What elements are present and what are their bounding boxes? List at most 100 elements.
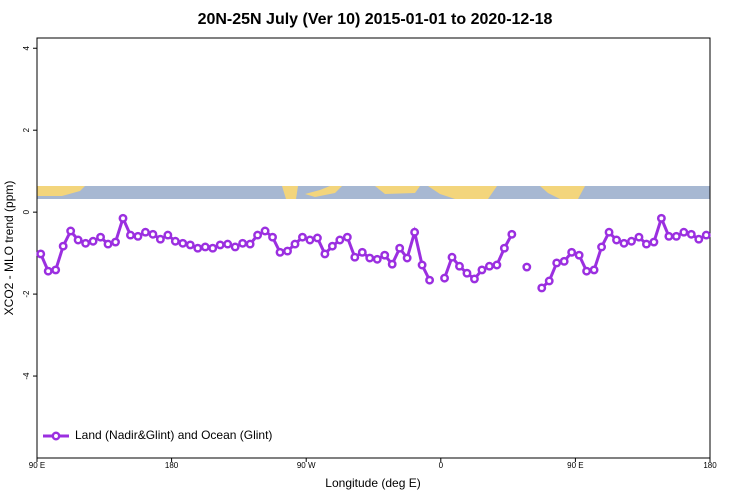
y-tick-label: -4 xyxy=(22,372,31,380)
data-point xyxy=(193,243,203,253)
data-point xyxy=(118,213,128,223)
data-point xyxy=(582,266,592,276)
data-point xyxy=(410,227,420,237)
legend-marker xyxy=(51,431,61,441)
map-strip xyxy=(37,186,710,199)
data-point xyxy=(627,236,636,246)
data-point xyxy=(88,236,98,246)
data-point xyxy=(455,261,464,271)
data-point xyxy=(66,226,76,236)
data-point xyxy=(111,237,120,247)
data-point xyxy=(462,268,472,278)
data-point xyxy=(597,242,607,252)
data-point xyxy=(544,276,554,286)
data-point xyxy=(470,274,479,284)
data-point xyxy=(178,238,188,248)
data-point xyxy=(43,266,53,276)
data-point xyxy=(312,233,322,243)
legend-label: Land (Nadir&Glint) and Ocean (Glint) xyxy=(75,428,272,442)
data-point xyxy=(283,246,292,256)
data-point xyxy=(372,254,382,264)
y-axis-label: XCO2 - MLO trend (ppm) xyxy=(2,181,16,316)
data-point xyxy=(425,275,435,285)
data-point xyxy=(298,232,307,242)
y-tick-label: 4 xyxy=(22,45,31,50)
data-point xyxy=(155,234,165,244)
data-point xyxy=(440,273,449,283)
data-point xyxy=(507,229,517,239)
data-point xyxy=(81,238,91,248)
data-point xyxy=(223,239,233,249)
series-line xyxy=(443,233,514,282)
data-point xyxy=(574,250,584,260)
data-point xyxy=(58,241,68,251)
data-point xyxy=(567,247,577,257)
data-point xyxy=(499,243,509,253)
data-point xyxy=(350,252,360,262)
data-point xyxy=(589,265,599,275)
data-point xyxy=(537,283,547,293)
data-point xyxy=(103,239,113,249)
data-point xyxy=(96,232,106,242)
data-point xyxy=(140,227,150,237)
data-point xyxy=(552,258,562,268)
data-point xyxy=(335,235,345,245)
y-tick-label: 2 xyxy=(22,127,31,132)
data-point xyxy=(51,265,61,275)
data-point xyxy=(163,230,173,240)
data-point xyxy=(200,242,210,252)
y-tick-label: -2 xyxy=(22,290,31,298)
x-tick-label: 90 E xyxy=(29,461,45,470)
data-point xyxy=(477,265,487,275)
data-point xyxy=(679,227,689,237)
data-point xyxy=(395,243,405,253)
data-point xyxy=(260,226,270,236)
x-axis-label: Longitude (deg E) xyxy=(325,476,420,490)
data-point xyxy=(701,230,711,240)
data-point xyxy=(320,249,330,259)
data-point xyxy=(671,231,681,241)
data-point xyxy=(447,252,457,262)
data-point xyxy=(126,230,135,240)
data-point xyxy=(275,247,285,257)
data-point xyxy=(148,229,158,239)
data-point xyxy=(245,239,255,249)
data-point xyxy=(402,253,412,263)
data-point xyxy=(492,260,502,270)
data-point xyxy=(417,260,427,270)
data-point xyxy=(656,213,666,223)
data-point xyxy=(342,232,352,242)
data-point xyxy=(387,259,397,269)
data-point xyxy=(230,242,240,252)
x-tick-label: 90 W xyxy=(297,461,316,470)
plot-frame xyxy=(36,37,711,459)
data-point xyxy=(604,227,614,237)
data-point xyxy=(73,235,83,245)
x-tick-label: 0 xyxy=(439,461,444,470)
chart-title: 20N-25N July (Ver 10) 2015-01-01 to 2020… xyxy=(198,11,553,28)
data-point xyxy=(170,236,180,246)
data-point xyxy=(36,249,46,259)
data-point xyxy=(133,231,143,241)
data-point xyxy=(215,240,225,250)
x-tick-label: 180 xyxy=(703,461,717,470)
data-point xyxy=(365,253,375,263)
data-point xyxy=(686,229,696,239)
data-point xyxy=(694,234,704,244)
data-point xyxy=(327,241,337,251)
data-point xyxy=(253,230,263,240)
data-point xyxy=(185,240,195,250)
data-point xyxy=(522,262,532,272)
data-point xyxy=(380,250,390,260)
data-point xyxy=(484,261,494,271)
data-point xyxy=(664,231,674,241)
y-tick-label: 0 xyxy=(22,209,31,214)
data-point xyxy=(612,235,621,245)
data-point xyxy=(357,247,367,257)
data-point xyxy=(208,243,218,253)
data-point xyxy=(641,239,651,249)
data-point xyxy=(268,232,277,242)
data-point xyxy=(290,239,300,249)
data-point xyxy=(619,238,629,248)
